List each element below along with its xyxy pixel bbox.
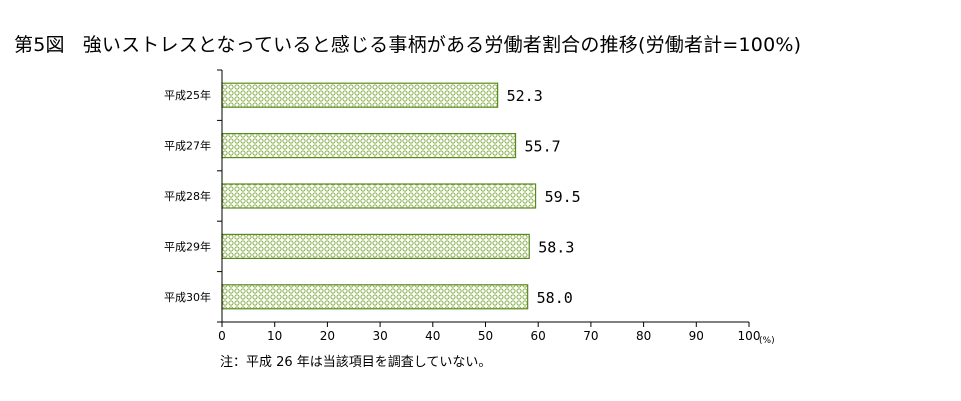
- x-unit-label: (%): [759, 336, 775, 346]
- x-tick-label: 80: [636, 329, 651, 343]
- figure-number: 第5図: [14, 34, 65, 56]
- category-label: 平成29年: [164, 239, 211, 253]
- data-label: 59.5: [545, 188, 581, 206]
- x-tick-label: 50: [478, 329, 493, 343]
- x-tick-label: 0: [218, 329, 226, 343]
- x-tick-label: 30: [372, 329, 387, 343]
- x-tick-label: 90: [689, 329, 704, 343]
- x-tick-label: 100: [738, 329, 761, 343]
- x-tick-label: 40: [425, 329, 440, 343]
- category-label: 平成28年: [164, 189, 211, 203]
- bar: [221, 183, 537, 209]
- category-label: 平成27年: [164, 139, 211, 153]
- data-label: 58.0: [537, 289, 573, 307]
- data-label: 58.3: [538, 238, 574, 256]
- chart-title: 第5図 強いストレスとなっていると感じる事柄がある労働者割合の推移(労働者計=10…: [14, 30, 801, 57]
- title-text: 強いストレスとなっていると感じる事柄がある労働者割合の推移(労働者計=100%): [82, 34, 802, 56]
- category-label: 平成30年: [164, 290, 211, 304]
- bar: [221, 133, 517, 159]
- data-label: 52.3: [507, 87, 543, 105]
- x-tick-label: 60: [531, 329, 546, 343]
- bar: [221, 82, 499, 108]
- x-tick-label: 70: [583, 329, 598, 343]
- data-label: 55.7: [525, 138, 561, 156]
- x-tick-label: 10: [267, 329, 282, 343]
- footnote: 注：平成 26 年は当該項目を調査していない。: [220, 355, 492, 370]
- category-label: 平成25年: [164, 88, 211, 102]
- x-tick-label: 20: [320, 329, 335, 343]
- bar: [221, 233, 530, 259]
- bar: [221, 284, 529, 310]
